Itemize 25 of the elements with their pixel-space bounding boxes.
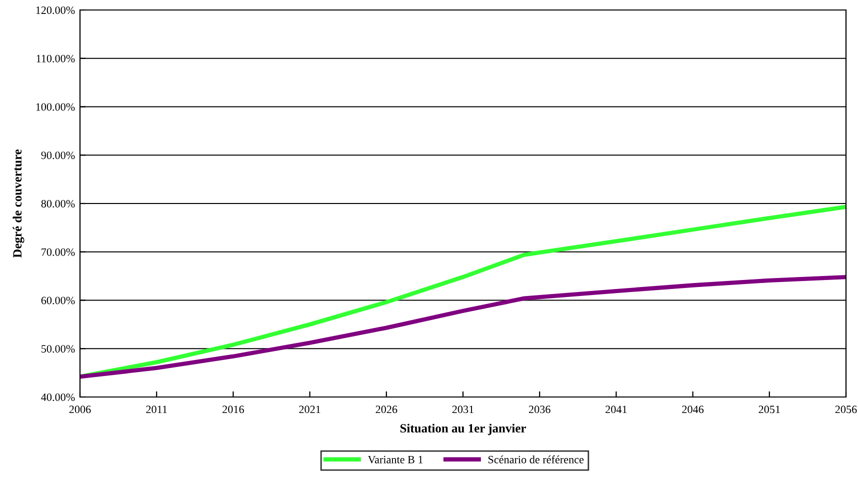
legend-label: Scénario de référence <box>488 455 584 464</box>
line-series <box>80 274 846 379</box>
y-tick-label: 90.00% <box>41 152 75 160</box>
y-tick-label: 40.00% <box>41 393 75 402</box>
x-tick-label: 2011 <box>146 406 167 414</box>
legend-label: Variante B 1 <box>368 456 423 464</box>
x-tick-label: 2031 <box>452 406 474 414</box>
x-tick-label: 2016 <box>222 406 244 414</box>
x-axis-title: Situation au 1er janvier <box>400 424 526 436</box>
y-tick-label: 50.00% <box>42 345 75 353</box>
y-tick-label: 100.00% <box>36 103 75 111</box>
x-tick-label: 2046 <box>682 406 704 414</box>
x-tick-label: 2051 <box>758 406 780 414</box>
x-tick-label: 2036 <box>528 406 550 414</box>
y-tick-label: 60.00% <box>41 296 75 304</box>
y-tick-label: 110.00% <box>36 54 75 62</box>
x-tick-label: 2041 <box>606 406 627 414</box>
y-tick-label: 80.00% <box>41 200 75 208</box>
y-tick-label: 70.00% <box>42 248 75 256</box>
x-tick-label: 2021 <box>299 406 320 414</box>
x-tick-label: 2006 <box>69 406 91 414</box>
y-tick-label: 120.00% <box>36 6 75 14</box>
y-axis-title: Degré de couverture <box>12 149 24 258</box>
x-tick-label: 2056 <box>835 406 857 414</box>
x-tick-label: 2026 <box>376 406 398 414</box>
